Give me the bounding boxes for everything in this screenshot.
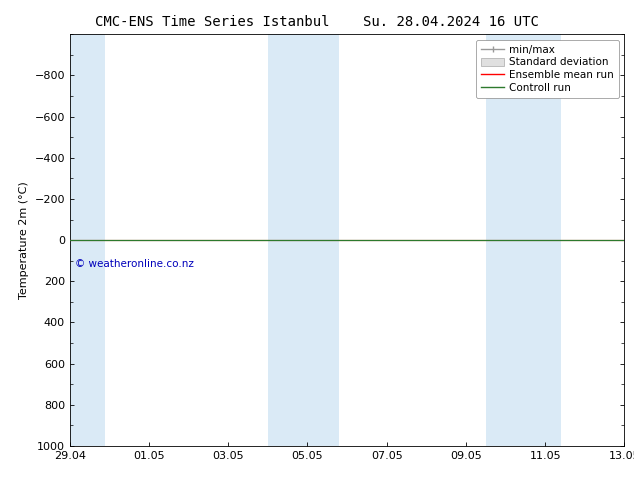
Bar xyxy=(268,34,339,446)
Legend: min/max, Standard deviation, Ensemble mean run, Controll run: min/max, Standard deviation, Ensemble me… xyxy=(476,40,619,98)
Bar xyxy=(70,34,105,446)
Y-axis label: Temperature 2m (°C): Temperature 2m (°C) xyxy=(19,181,29,299)
Bar xyxy=(486,34,561,446)
Text: © weatheronline.co.nz: © weatheronline.co.nz xyxy=(75,259,194,269)
Text: CMC-ENS Time Series Istanbul    Su. 28.04.2024 16 UTC: CMC-ENS Time Series Istanbul Su. 28.04.2… xyxy=(95,15,539,29)
